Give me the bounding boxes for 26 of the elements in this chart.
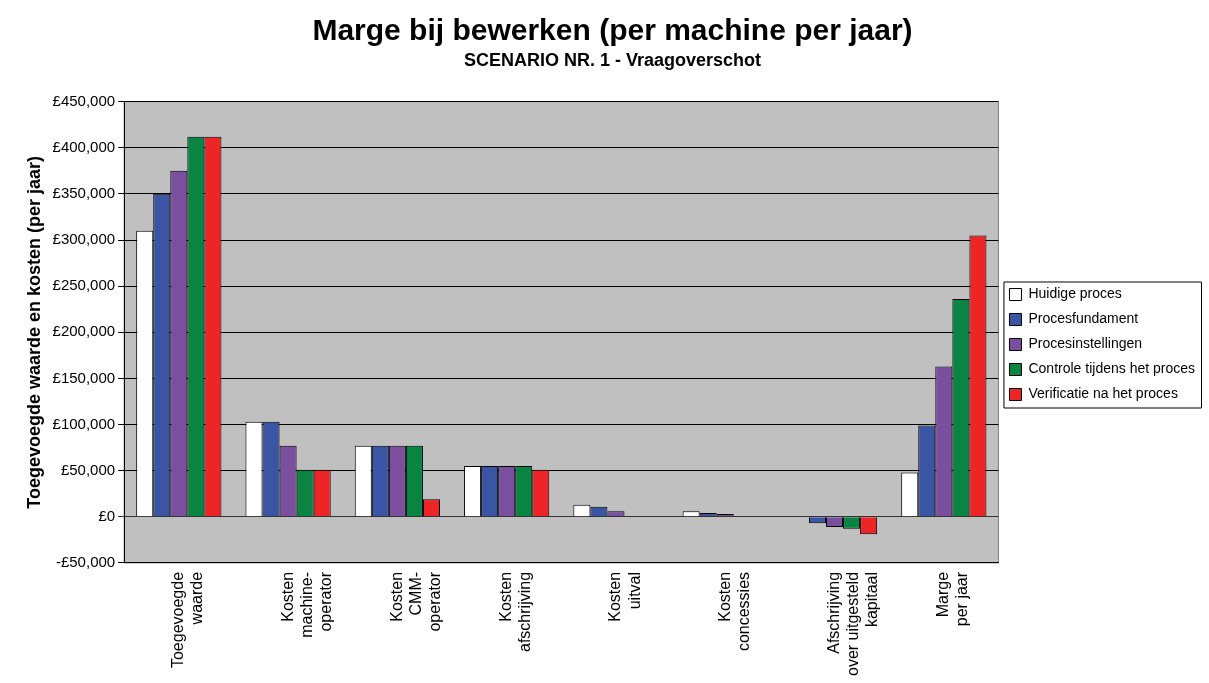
- legend-label: Verificatie na het proces: [1028, 385, 1178, 402]
- y-tick-label: £350,000: [52, 184, 116, 202]
- y-axis-title: Toegevoegde waarde en kosten (per jaar): [23, 155, 44, 509]
- chart-title: Marge bij bewerken (per machine per jaar): [312, 13, 913, 47]
- x-tick-label: Toegevoegde waarde: [169, 571, 206, 669]
- x-tick-label: Afschrijving over uitgesteld kapitaal: [824, 571, 881, 676]
- y-tick-label: £50,000: [60, 460, 116, 478]
- y-tick-label: £100,000: [52, 414, 116, 432]
- y-tick-label: £250,000: [52, 276, 116, 294]
- legend-label: Huidige proces: [1028, 285, 1122, 302]
- y-tick-label: £0: [98, 506, 116, 524]
- y-tick-label: £200,000: [52, 322, 116, 340]
- chart-subtitle: SCENARIO NR. 1 - Vraagoverschot: [463, 49, 762, 70]
- y-tick-label: -£50,000: [55, 553, 116, 571]
- legend-label: Procesinstellingen: [1028, 335, 1143, 352]
- x-tick-label: Kosten machine- operator: [278, 571, 334, 638]
- x-tick-label: Kosten concessies: [715, 571, 752, 652]
- y-tick-label: £400,000: [52, 137, 116, 155]
- x-tick-label: Kosten uitval: [606, 571, 643, 622]
- y-tick-label: £450,000: [52, 91, 116, 109]
- y-tick-label: £300,000: [52, 230, 116, 248]
- x-tick-label: Kosten CMM- operator: [387, 571, 444, 632]
- legend-label: Controle tijdens het proces: [1028, 360, 1196, 377]
- y-tick-label: £150,000: [52, 368, 116, 386]
- x-tick-label: Marge per jaar: [934, 571, 971, 627]
- legend-label: Procesfundament: [1028, 310, 1139, 327]
